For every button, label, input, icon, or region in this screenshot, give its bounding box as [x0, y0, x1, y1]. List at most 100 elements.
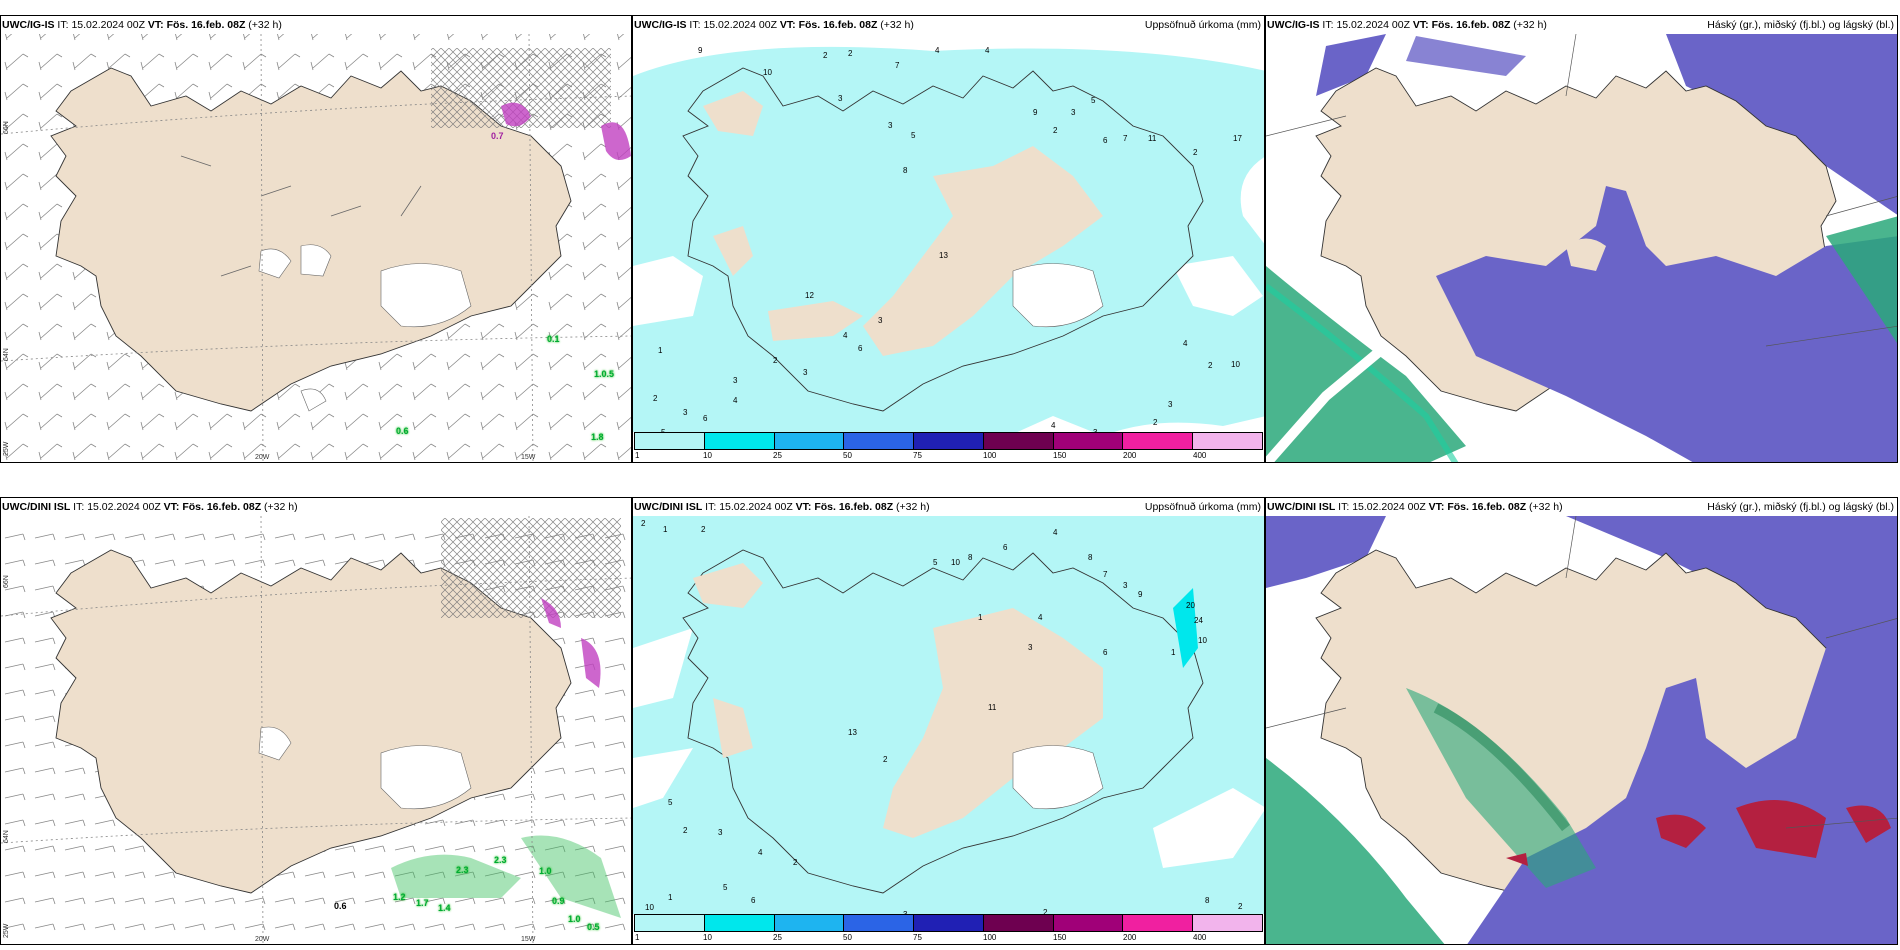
panel-header: UWC/IG-IS IT: 15.02.2024 00Z VT: Fös. 16… — [2, 19, 282, 31]
precip-value: 13 — [848, 728, 857, 737]
colorbar-swatch — [1053, 433, 1124, 449]
snow-value: 2.3 — [456, 865, 469, 875]
snow-value: 1.2 — [393, 892, 406, 902]
snow-value: 0.6 — [396, 426, 409, 436]
colorbar-tick: 400 — [1193, 451, 1207, 460]
precip-value: 4 — [843, 331, 848, 340]
precip-value: 1 — [978, 613, 983, 622]
precip-value: 2 — [793, 858, 798, 867]
field-title: Uppsöfnuð úrkoma (mm) — [1144, 19, 1261, 31]
precip-value: 4 — [1053, 528, 1058, 537]
precip-value: 1 — [658, 346, 663, 355]
colorbar-tick: 1 — [635, 933, 640, 942]
precip-value: 2 — [1153, 418, 1158, 427]
precip-value: 3 — [888, 121, 893, 130]
snow-value: 2.3 — [494, 855, 507, 865]
colorbar-tick: 200 — [1123, 933, 1137, 942]
colorbar-swatch — [1123, 915, 1194, 931]
colorbar-tick: 10 — [703, 451, 712, 460]
snow-value: 0.5 — [587, 922, 600, 932]
colorbar-tick: 150 — [1053, 933, 1067, 942]
precip-value: 9 — [1138, 590, 1143, 599]
snow-value: 1.0 — [568, 914, 581, 924]
precip-value: 6 — [1103, 648, 1108, 657]
precip-value: 3 — [683, 408, 688, 417]
precip-value: 20 — [1186, 601, 1195, 610]
snow-value: 1.4 — [438, 903, 451, 913]
precip-value: 24 — [1194, 616, 1203, 625]
precip-map-panel-bottom[interactable]: UWC/DINI ISL IT: 15.02.2024 00Z VT: Fös.… — [632, 497, 1265, 945]
colorbar-swatch — [914, 915, 984, 931]
snow-value: 0.6 — [334, 901, 347, 911]
precip-value: 3 — [1123, 581, 1128, 590]
lon-label-15w: 15W — [521, 936, 536, 943]
wind-map-panel-top[interactable]: UWC/IG-IS IT: 15.02.2024 00Z VT: Fös. 16… — [0, 15, 632, 463]
precip-value: 5 — [933, 558, 938, 567]
precip-value: 10 — [645, 903, 654, 912]
precip-value: 3 — [1071, 108, 1076, 117]
colorbar-tick: 75 — [913, 933, 922, 942]
iceland-precip-map — [633, 516, 1264, 916]
snow-value: 1.0.5 — [594, 369, 615, 379]
field-title: Háský (gr.), miðský (fj.bl.) og lágský (… — [1707, 501, 1894, 513]
precip-colorbar: 1 10 25 50 75 100 150 200 400 — [633, 914, 1264, 944]
precip-value: 2 — [1193, 148, 1198, 157]
cloud-map-panel-top[interactable]: UWC/IG-IS IT: 15.02.2024 00Z VT: Fös. 16… — [1265, 15, 1898, 463]
precip-value: 3 — [878, 316, 883, 325]
precip-value: 10 — [1231, 360, 1240, 369]
colorbar-swatch — [1193, 915, 1263, 931]
colorbar-swatch — [635, 433, 705, 449]
precip-value: 4 — [733, 396, 738, 405]
precip-value: 10 — [951, 558, 960, 567]
precip-value: 4 — [758, 848, 763, 857]
field-title: Háský (gr.), miðský (fj.bl.) og lágský (… — [1707, 19, 1894, 31]
precip-value: 5 — [1091, 96, 1096, 105]
colorbar-swatch — [704, 433, 775, 449]
panel-header: UWC/DINI ISL IT: 15.02.2024 00Z VT: Fös.… — [1267, 501, 1894, 513]
iceland-wind-map — [1, 33, 631, 462]
colorbar-swatch — [704, 915, 775, 931]
field-title: Uppsöfnuð úrkoma (mm) — [1144, 501, 1261, 513]
precip-value: 1 — [663, 525, 668, 534]
wind-map-panel-bottom[interactable]: UWC/DINI ISL IT: 15.02.2024 00Z VT: Fös.… — [0, 497, 632, 945]
colorbar-swatch — [635, 915, 705, 931]
colorbar-swatch — [844, 915, 915, 931]
precip-value: 11 — [1148, 134, 1157, 143]
precip-value: 4 — [985, 46, 990, 55]
colorbar-tick: 25 — [773, 933, 782, 942]
lat-label-25w: 25W — [3, 441, 10, 456]
colorbar-swatch — [1053, 915, 1124, 931]
cloud-map-panel-bottom[interactable]: UWC/DINI ISL IT: 15.02.2024 00Z VT: Fös.… — [1265, 497, 1898, 945]
precip-value: 1 — [1171, 648, 1176, 657]
precip-value: 11 — [988, 703, 997, 712]
precip-value: 10 — [1198, 636, 1207, 645]
precip-value: 2 — [653, 394, 658, 403]
precip-value: 2 — [773, 356, 778, 365]
colorbar-swatch — [844, 433, 915, 449]
colorbar-swatch — [1193, 433, 1263, 449]
colorbar-swatch — [774, 433, 845, 449]
precip-value: 6 — [858, 344, 863, 353]
panel-header: UWC/IG-IS IT: 15.02.2024 00Z VT: Fös. 16… — [634, 19, 1261, 31]
precip-value: 2 — [1208, 361, 1213, 370]
precip-map-panel-top[interactable]: UWC/IG-IS IT: 15.02.2024 00Z VT: Fös. 16… — [632, 15, 1265, 463]
colorbar-swatch — [914, 433, 984, 449]
lon-label-15w: 15W — [521, 454, 536, 461]
lon-label-20w: 20W — [255, 936, 270, 943]
precip-value: 8 — [1205, 896, 1210, 905]
precip-value: 6 — [1103, 136, 1108, 145]
precip-value: 6 — [1003, 543, 1008, 552]
snow-value: 1.0 — [539, 866, 552, 876]
precip-value: 3 — [1168, 400, 1173, 409]
colorbar-tick: 75 — [913, 451, 922, 460]
precip-value: 17 — [1233, 134, 1242, 143]
iceland-precip-map — [633, 46, 1264, 436]
iceland-cloud-map — [1266, 33, 1897, 462]
precip-value: 2 — [1043, 908, 1048, 917]
colorbar-tick: 25 — [773, 451, 782, 460]
precip-value: 9 — [1033, 108, 1038, 117]
colorbar-swatch — [774, 915, 845, 931]
colorbar-tick: 100 — [983, 933, 997, 942]
snow-value: 1.7 — [416, 898, 429, 908]
precip-value: 7 — [895, 61, 900, 70]
